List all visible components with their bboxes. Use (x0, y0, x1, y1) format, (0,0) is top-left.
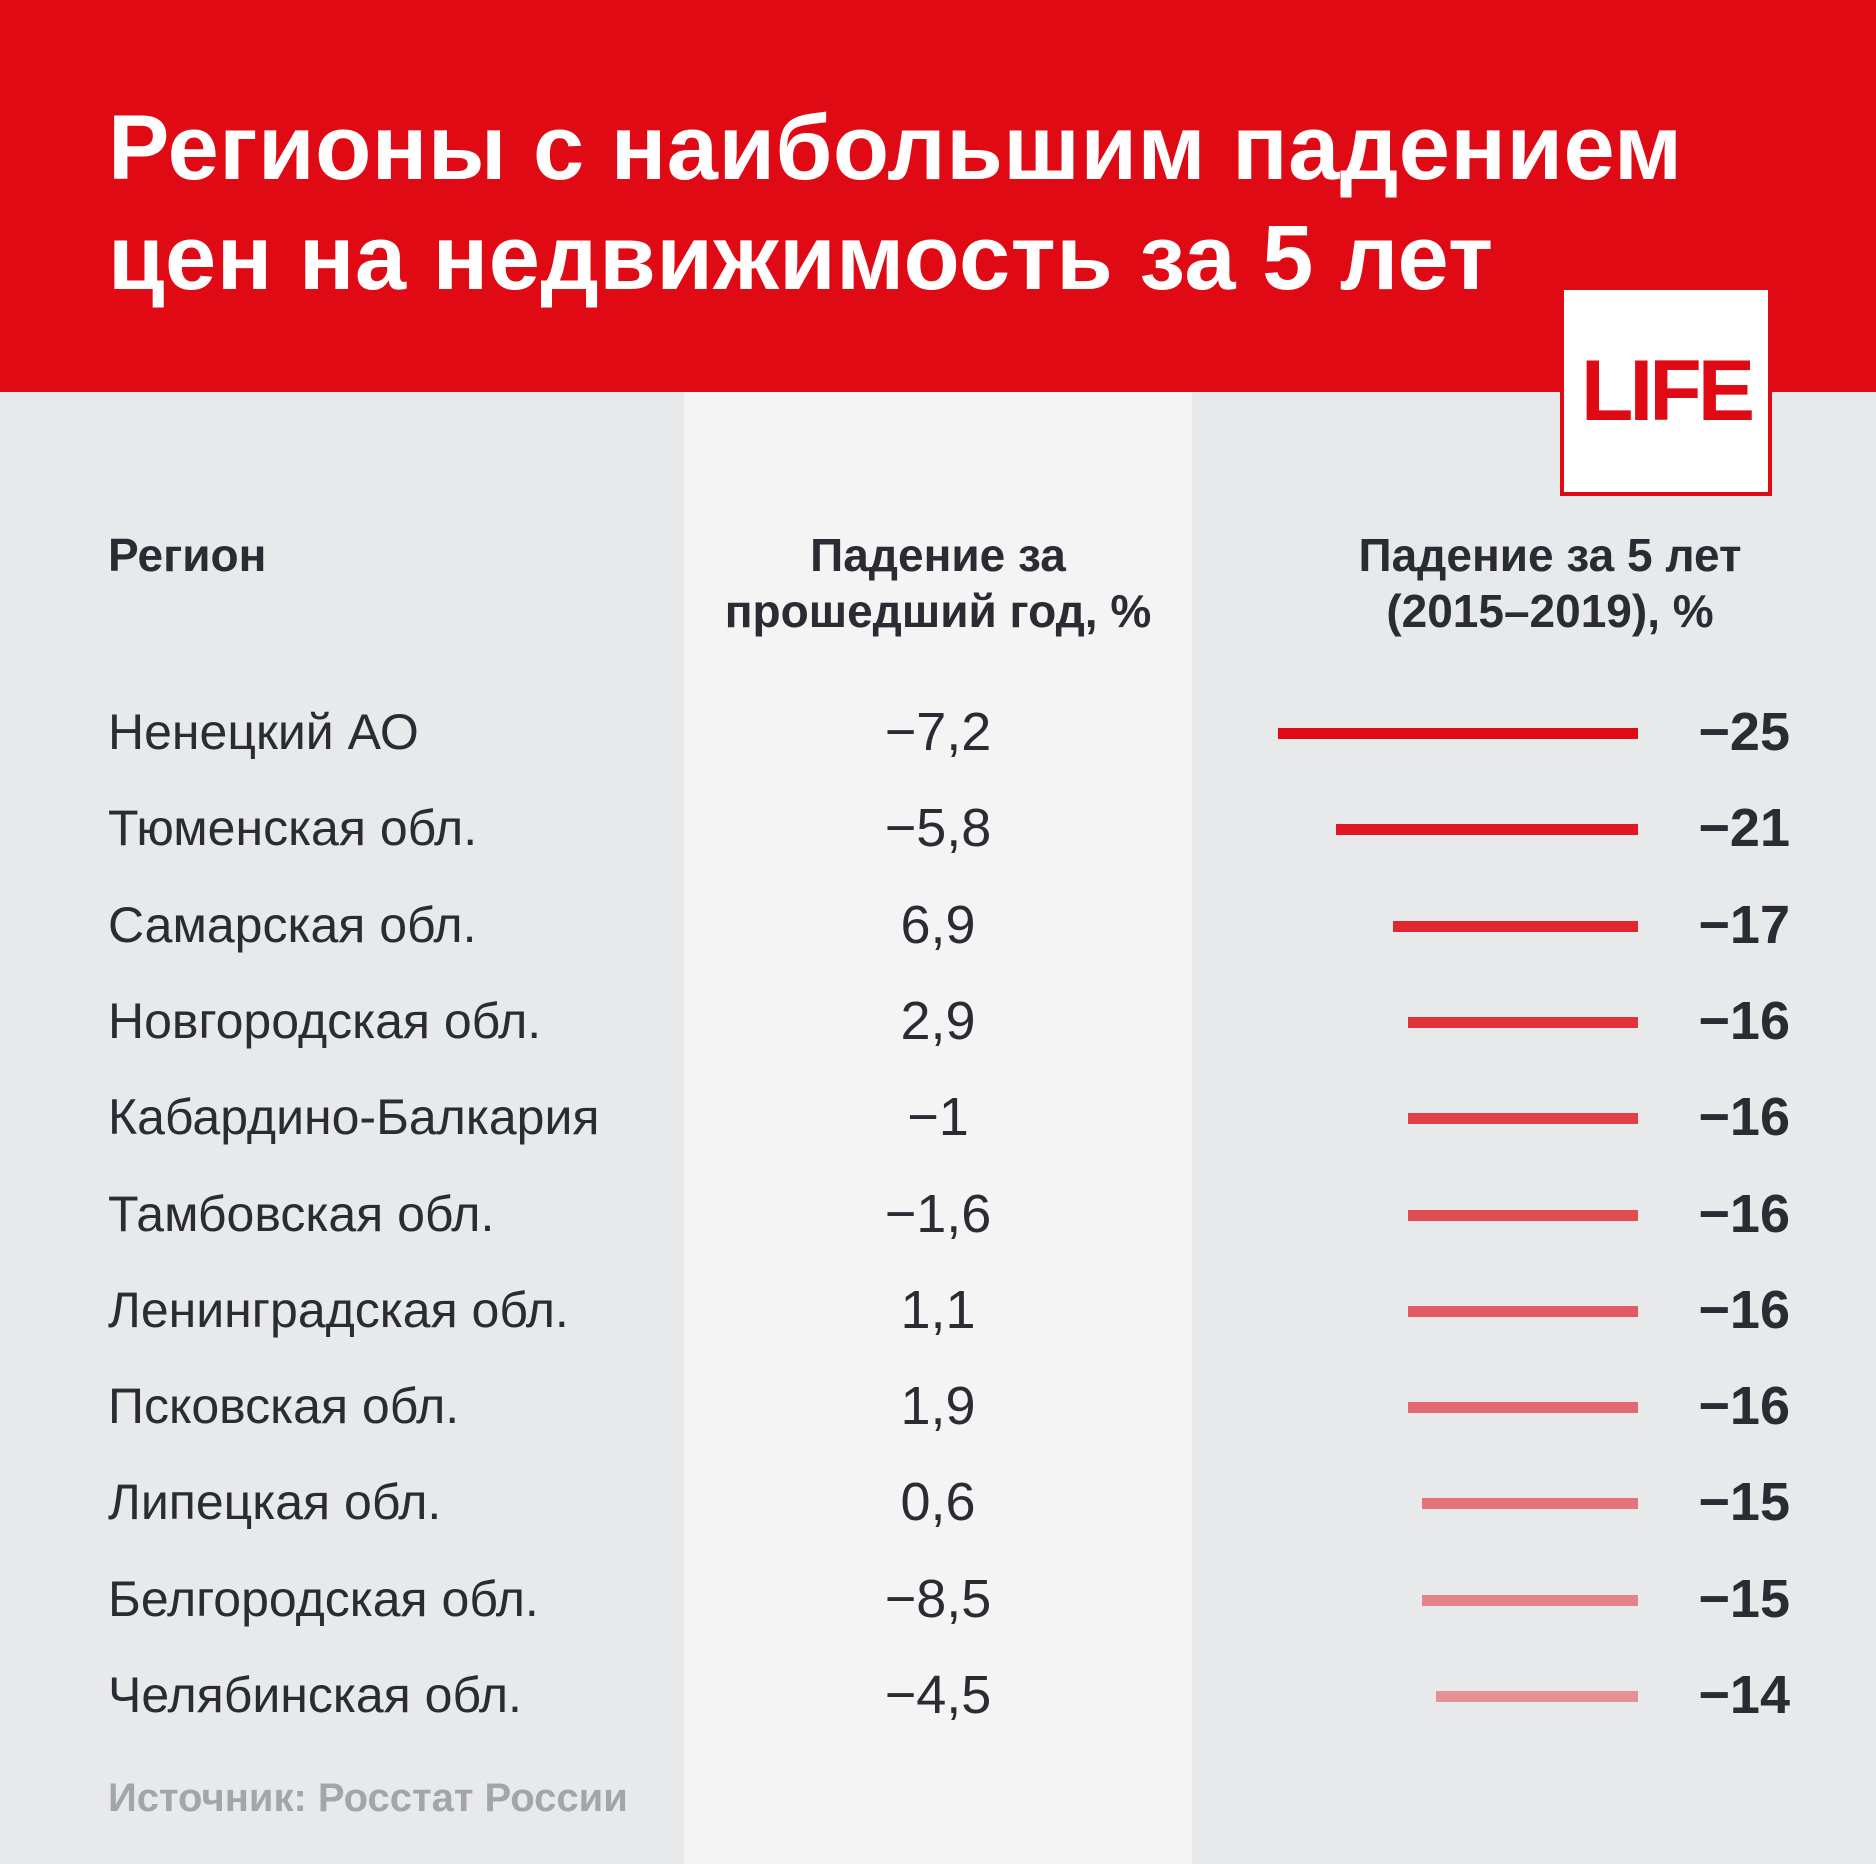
five-year-value: −25 (1698, 702, 1790, 762)
five-year-value: −15 (1698, 1568, 1790, 1629)
column-header-year-line-1: Падение за (810, 529, 1066, 581)
table-row: Самарская обл. 6,9 −17 (0, 885, 1876, 965)
region-label: Челябинская обл. (108, 1667, 522, 1723)
header-banner: Регионы с наибольшим падением цен на нед… (0, 0, 1876, 392)
five-year-value: −14 (1698, 1665, 1790, 1725)
column-header-year: Падение за прошедший год, % (684, 527, 1192, 639)
five-year-bar (1407, 1113, 1638, 1125)
chart-title-line-1: Регионы с наибольшим падением (108, 97, 1683, 199)
five-year-column-background (1192, 392, 1876, 1864)
table-row: Новгородская обл. 2,9 −16 (0, 981, 1876, 1061)
five-year-bar (1436, 1691, 1638, 1702)
region-label: Тюменская обл. (108, 800, 478, 857)
column-header-year-line-2: прошедший год, % (724, 585, 1152, 637)
region-label: Липецкая обл. (108, 1474, 442, 1531)
region-label: Новгородская обл. (108, 992, 542, 1049)
region-label: Ленинградская обл. (108, 1281, 569, 1338)
region-label: Тамбовская обл. (108, 1185, 495, 1242)
five-year-bar (1278, 728, 1638, 739)
source-note: Источник: Росстат России (108, 1776, 628, 1820)
year-change-value: −7,2 (884, 702, 992, 762)
column-header-five-years: Падение за 5 лет (2015–2019), % (1290, 527, 1810, 639)
year-change-value: −1 (907, 1087, 969, 1148)
region-label: Кабардино-Балкария (108, 1089, 600, 1146)
five-year-bar (1407, 1016, 1638, 1028)
table-row: Тамбовская обл. −1,6 −16 (0, 1174, 1876, 1254)
five-year-value: −16 (1698, 1376, 1790, 1437)
year-change-value: 0,6 (900, 1472, 976, 1533)
region-label: Самарская обл. (108, 896, 477, 953)
five-year-value: −16 (1698, 1087, 1790, 1148)
table-row: Кабардино-Балкария −1 −16 (0, 1077, 1876, 1157)
year-change-value: −5,8 (884, 798, 992, 859)
year-change-value: −1,6 (884, 1183, 992, 1244)
column-header-five-line-2: (2015–2019), % (1386, 585, 1714, 637)
year-change-value: 2,9 (900, 990, 976, 1051)
five-year-value: −15 (1698, 1472, 1790, 1533)
five-year-bar (1407, 1209, 1638, 1221)
year-change-value: 1,1 (900, 1279, 976, 1340)
column-header-five-line-1: Падение за 5 лет (1358, 529, 1742, 581)
table-row: Тюменская обл. −5,8 −21 (0, 788, 1876, 868)
five-year-value: −16 (1698, 990, 1790, 1051)
region-label: Ненецкий АО (108, 704, 419, 760)
five-year-bar (1335, 824, 1638, 836)
year-change-value: 6,9 (900, 894, 976, 955)
five-year-value: −17 (1698, 894, 1790, 955)
region-column-background (0, 392, 684, 1864)
five-year-bar (1393, 920, 1638, 932)
year-change-value: −8,5 (884, 1568, 992, 1629)
five-year-bar (1422, 1498, 1638, 1510)
five-year-value: −16 (1698, 1279, 1790, 1340)
year-column-background (684, 392, 1192, 1864)
column-header-region: Регион (108, 529, 267, 581)
chart-title-line-2: цен на недвижимость за 5 лет (108, 207, 1494, 309)
life-logo: LIFE (1560, 290, 1772, 496)
table-row: Белгородская обл. −8,5 −15 (0, 1559, 1876, 1639)
table-row: Псковская обл. 1,9 −16 (0, 1366, 1876, 1446)
life-logo-text: LIFE (1580, 343, 1755, 439)
year-change-value: 1,9 (900, 1376, 976, 1437)
table-row: Ленинградская обл. 1,1 −16 (0, 1270, 1876, 1350)
table-row: Липецкая обл. 0,6 −15 (0, 1462, 1876, 1542)
region-label: Псковская обл. (108, 1378, 460, 1435)
five-year-value: −21 (1698, 798, 1790, 859)
year-change-value: −4,5 (884, 1665, 992, 1725)
five-year-value: −16 (1698, 1183, 1790, 1244)
five-year-bar (1422, 1594, 1638, 1606)
table-row: Челябинская обл. −4,5 −14 (0, 1655, 1876, 1735)
five-year-bar (1407, 1305, 1638, 1317)
table-row: Ненецкий АО −7,2 −25 (0, 692, 1876, 772)
region-label: Белгородская обл. (108, 1570, 539, 1627)
five-year-bar (1407, 1402, 1638, 1414)
